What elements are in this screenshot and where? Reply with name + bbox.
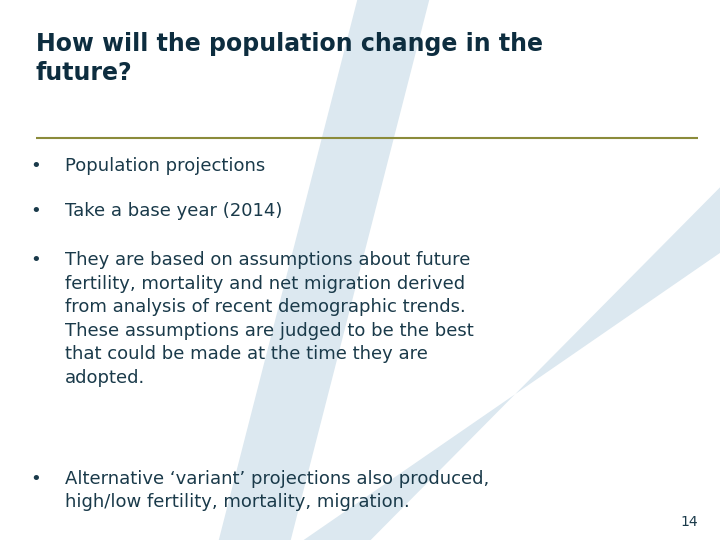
Text: •: • (31, 157, 41, 174)
Polygon shape (288, 173, 720, 540)
Text: Population projections: Population projections (65, 157, 265, 174)
Text: Alternative ‘variant’ projections also produced,
high/low fertility, mortality, : Alternative ‘variant’ projections also p… (65, 470, 489, 511)
Text: •: • (31, 470, 41, 488)
Text: 14: 14 (681, 515, 698, 529)
Text: Take a base year (2014): Take a base year (2014) (65, 202, 282, 220)
Text: •: • (31, 251, 41, 269)
Text: They are based on assumptions about future
fertility, mortality and net migratio: They are based on assumptions about futu… (65, 251, 474, 387)
Text: •: • (31, 202, 41, 220)
Polygon shape (216, 0, 432, 540)
Text: How will the population change in the
future?: How will the population change in the fu… (36, 32, 543, 85)
